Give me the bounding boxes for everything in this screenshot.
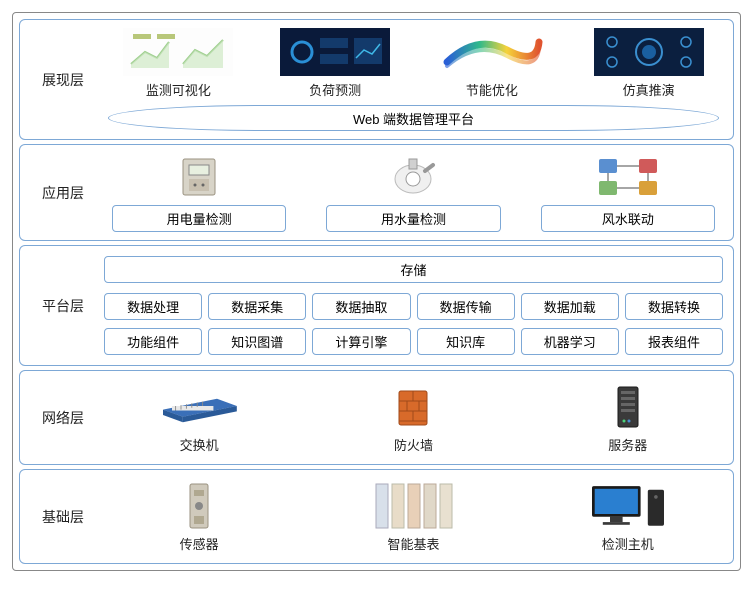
base-items: 传感器 智能基表 <box>102 478 725 555</box>
switch-device-icon <box>154 381 244 431</box>
application-caption: 用水量检测 <box>326 205 500 232</box>
application-item: 用水量检测 <box>326 153 500 232</box>
wave-gradient-icon <box>437 28 547 76</box>
base-caption: 智能基表 <box>387 534 439 553</box>
layer-application: 应用层 用电量检测 <box>19 144 734 241</box>
linkage-diagram-icon <box>593 153 663 201</box>
network-caption: 服务器 <box>608 435 647 454</box>
platform-cell: 数据转换 <box>625 293 723 320</box>
application-item: 风水联动 <box>541 153 715 232</box>
network-caption: 防火墙 <box>394 435 433 454</box>
firewall-device-icon <box>368 381 458 431</box>
presentation-item: 节能优化 <box>437 28 547 99</box>
network-item: 防火墙 <box>368 381 458 454</box>
network-item: 交换机 <box>154 381 244 454</box>
application-items: 用电量检测 用水量检测 <box>102 153 725 232</box>
sensor-device-icon <box>154 480 244 530</box>
base-item: 智能基表 <box>368 480 458 553</box>
architecture-diagram: 展现层 监测可视化 <box>12 12 741 571</box>
application-caption: 风水联动 <box>541 205 715 232</box>
base-caption: 检测主机 <box>602 534 654 553</box>
network-item: 服务器 <box>583 381 673 454</box>
platform-cell: 数据传输 <box>417 293 515 320</box>
network-caption: 交换机 <box>180 435 219 454</box>
platform-cell: 机器学习 <box>521 328 619 355</box>
web-platform-banner: Web 端数据管理平台 <box>108 105 719 131</box>
layer-base: 基础层 传感器 <box>19 469 734 564</box>
presentation-items: 监测可视化 负荷预测 <box>102 28 725 99</box>
platform-cell: 知识图谱 <box>208 328 306 355</box>
dashboard-chart-icon <box>123 28 233 76</box>
platform-cell: 数据处理 <box>104 293 202 320</box>
platform-cell: 报表组件 <box>625 328 723 355</box>
presentation-caption: 监测可视化 <box>146 80 211 99</box>
platform-cell: 数据加载 <box>521 293 619 320</box>
dark-dashboard-icon <box>280 28 390 76</box>
network-items: 交换机 <box>102 379 725 456</box>
application-item: 用电量检测 <box>112 153 286 232</box>
server-device-icon <box>583 381 673 431</box>
presentation-item: 监测可视化 <box>123 28 233 99</box>
meter-device-icon <box>164 153 234 201</box>
presentation-item: 仿真推演 <box>594 28 704 99</box>
dark-panel-icon <box>594 28 704 76</box>
platform-storage: 存储 <box>104 256 723 283</box>
base-item: 检测主机 <box>583 480 673 553</box>
platform-cell: 数据采集 <box>208 293 306 320</box>
workstation-icon <box>583 480 673 530</box>
smart-meter-icon <box>368 480 458 530</box>
platform-cell: 功能组件 <box>104 328 202 355</box>
layer-network: 网络层 <box>19 370 734 465</box>
water-sensor-icon <box>378 153 448 201</box>
base-item: 传感器 <box>154 480 244 553</box>
layer-presentation: 展现层 监测可视化 <box>19 19 734 140</box>
platform-row-1: 数据处理 数据采集 数据抽取 数据传输 数据加载 数据转换 <box>104 293 723 320</box>
presentation-caption: 节能优化 <box>466 80 518 99</box>
base-caption: 传感器 <box>180 534 219 553</box>
application-caption: 用电量检测 <box>112 205 286 232</box>
layer-label-presentation: 展现层 <box>26 24 100 135</box>
platform-cell: 数据抽取 <box>312 293 410 320</box>
layer-label-base: 基础层 <box>26 474 100 559</box>
platform-cell: 计算引擎 <box>312 328 410 355</box>
layer-platform: 平台层 存储 数据处理 数据采集 数据抽取 数据传输 数据加载 数据转换 功能组… <box>19 245 734 366</box>
presentation-caption: 仿真推演 <box>623 80 675 99</box>
layer-label-network: 网络层 <box>26 375 100 460</box>
presentation-caption: 负荷预测 <box>309 80 361 99</box>
presentation-item: 负荷预测 <box>280 28 390 99</box>
layer-label-application: 应用层 <box>26 149 100 236</box>
platform-cell: 知识库 <box>417 328 515 355</box>
layer-label-platform: 平台层 <box>26 250 100 361</box>
platform-row-2: 功能组件 知识图谱 计算引擎 知识库 机器学习 报表组件 <box>104 328 723 355</box>
